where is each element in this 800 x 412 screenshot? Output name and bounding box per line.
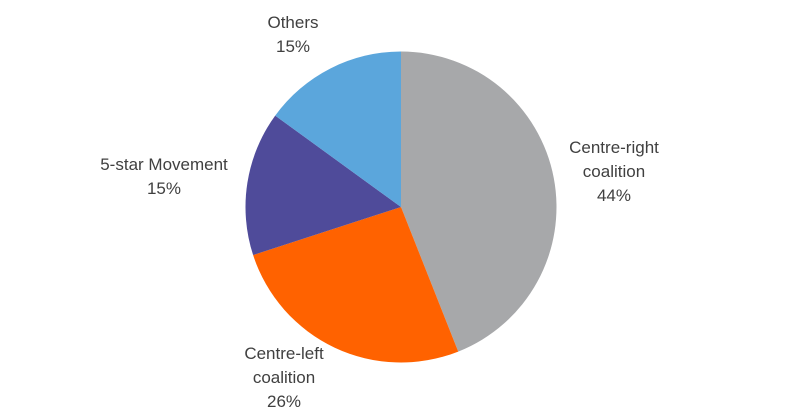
- slice-percent-centre-right-coalition: 44%: [596, 186, 632, 205]
- pie-slice-centre-left-coalition: [253, 207, 459, 363]
- slice-name-line-centre-right-coalition: coalition: [582, 162, 646, 181]
- slice-label-others: Others 15%: [267, 11, 318, 59]
- slice-name-line-centre-left-coalition: coalition: [252, 368, 316, 387]
- slice-percent-others: 15%: [275, 37, 311, 56]
- pie-slice-5-star-movement: [245, 115, 401, 256]
- slice-name-line-others: Others: [267, 13, 319, 32]
- pie-slice-others: [275, 51, 401, 207]
- slice-name-line-5-star-movement: 5-star Movement: [100, 155, 228, 174]
- slice-percent-5-star-movement: 15%: [146, 179, 182, 198]
- slice-label-5-star-movement: 5-star Movement 15%: [100, 153, 228, 201]
- pie-slices-group: [245, 51, 557, 363]
- slice-label-centre-left-coalition: Centre-left coalition 26%: [244, 342, 323, 412]
- pie-slice-centre-right-coalition: [401, 51, 557, 352]
- slice-name-line-centre-right-coalition: Centre-right: [569, 138, 659, 157]
- slice-percent-centre-left-coalition: 26%: [266, 392, 302, 411]
- slice-label-centre-right-coalition: Centre-right coalition 44%: [569, 136, 659, 208]
- slice-name-line-centre-left-coalition: Centre-left: [244, 344, 324, 363]
